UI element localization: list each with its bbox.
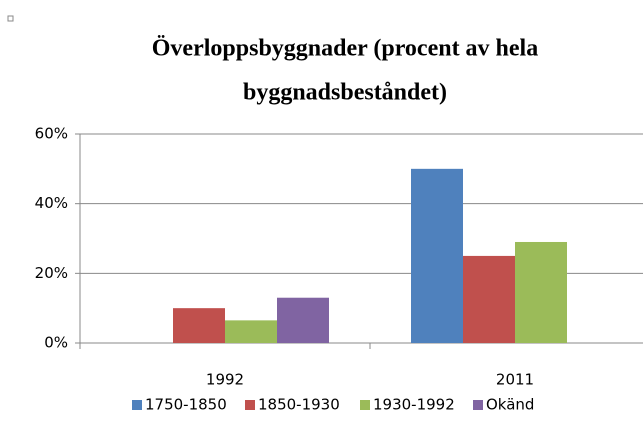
bar bbox=[463, 255, 515, 343]
legend-label: 1930-1992 bbox=[373, 396, 455, 414]
bar bbox=[277, 297, 329, 343]
bar bbox=[173, 308, 225, 343]
y-tick-label: 20% bbox=[35, 264, 68, 282]
bar bbox=[411, 168, 463, 343]
y-tick-label: 40% bbox=[35, 194, 68, 212]
bar bbox=[515, 241, 567, 343]
x-tick-label: 1992 bbox=[206, 371, 244, 389]
chart-title: byggnadsbeståndet) bbox=[243, 80, 447, 106]
x-tick-label: 2011 bbox=[496, 371, 534, 389]
legend-swatch bbox=[245, 400, 255, 410]
legend-swatch bbox=[360, 400, 370, 410]
corner-handle bbox=[7, 15, 14, 22]
legend-label: 1750-1850 bbox=[145, 396, 227, 414]
legend-label: 1850-1930 bbox=[258, 396, 340, 414]
legend-swatch bbox=[132, 400, 142, 410]
y-tick-label: 60% bbox=[35, 125, 68, 143]
y-tick-label: 0% bbox=[44, 334, 68, 352]
legend-label: Okänd bbox=[486, 396, 534, 414]
chart-title: Överloppsbyggnader (procent av hela bbox=[152, 36, 538, 62]
legend-swatch bbox=[473, 400, 483, 410]
bar bbox=[225, 320, 277, 343]
